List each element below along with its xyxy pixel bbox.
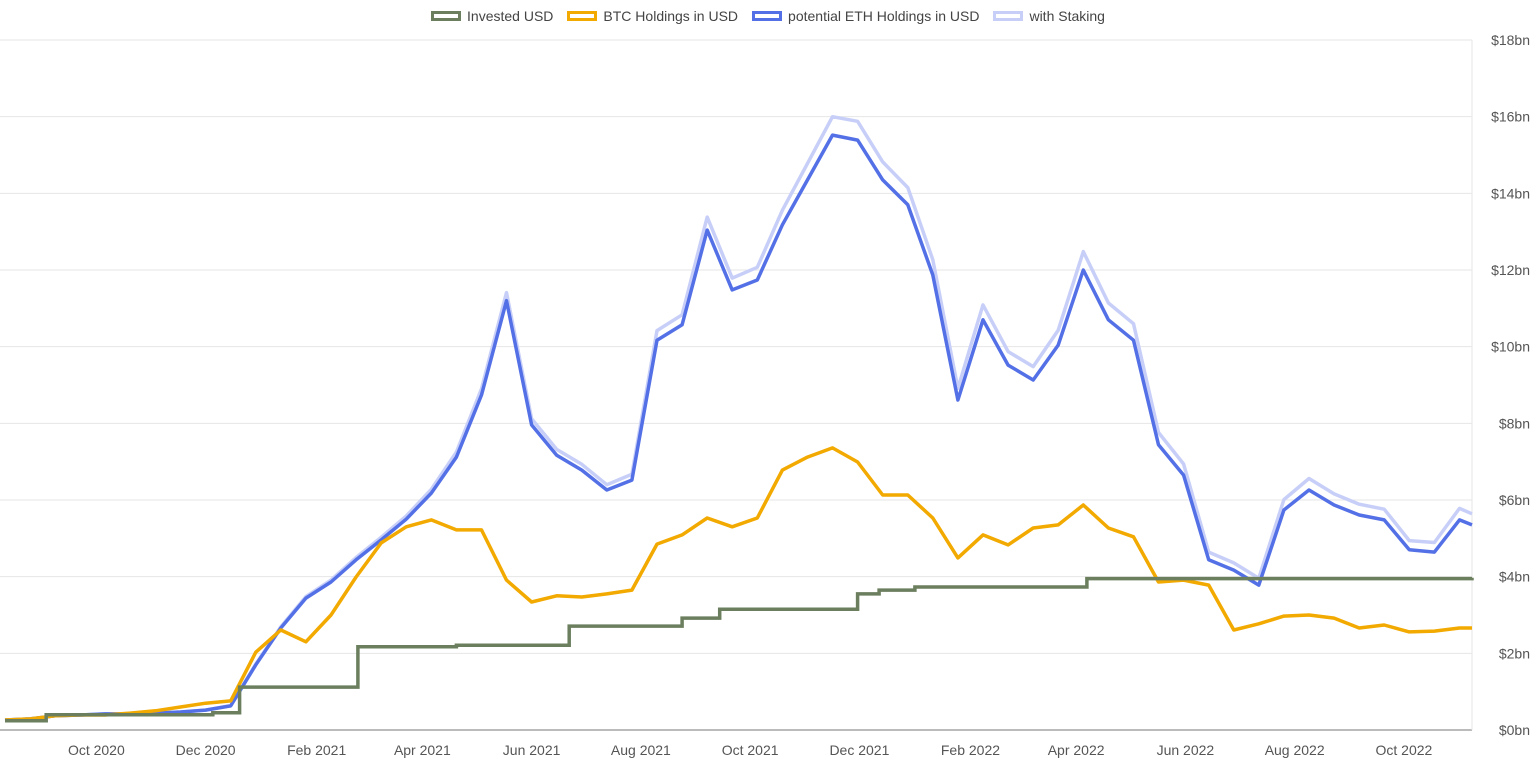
x-tick-label: Feb 2021 bbox=[287, 742, 346, 758]
legend-swatch bbox=[993, 11, 1024, 21]
y-tick-label: $12bn bbox=[1491, 262, 1530, 278]
legend-item-btc[interactable]: BTC Holdings in USD bbox=[567, 8, 738, 24]
x-tick-label: Apr 2021 bbox=[394, 742, 451, 758]
legend-item-invested[interactable]: Invested USD bbox=[431, 8, 553, 24]
legend-item-staking[interactable]: with Staking bbox=[993, 8, 1105, 24]
legend-label: with Staking bbox=[1029, 8, 1105, 24]
y-tick-label: $16bn bbox=[1491, 109, 1530, 125]
y-tick-label: $10bn bbox=[1491, 339, 1530, 355]
x-tick-label: Apr 2022 bbox=[1048, 742, 1105, 758]
staking-line bbox=[4, 114, 1473, 722]
x-tick-label: Dec 2020 bbox=[176, 742, 236, 758]
y-tick-label: $18bn bbox=[1491, 32, 1530, 48]
y-tick-label: $8bn bbox=[1499, 415, 1530, 431]
chart-legend: Invested USD BTC Holdings in USD potenti… bbox=[0, 8, 1536, 24]
x-tick-label: Jun 2021 bbox=[503, 742, 561, 758]
x-tick-label: Oct 2020 bbox=[68, 742, 125, 758]
invested-line bbox=[5, 576, 1474, 723]
x-tick-label: Oct 2022 bbox=[1376, 742, 1433, 758]
x-tick-label: Oct 2021 bbox=[722, 742, 779, 758]
y-tick-label: $2bn bbox=[1499, 645, 1530, 661]
x-tick-label: Aug 2021 bbox=[611, 742, 671, 758]
x-tick-label: Aug 2022 bbox=[1265, 742, 1325, 758]
btc-line bbox=[4, 446, 1472, 722]
x-tick-label: Jun 2022 bbox=[1157, 742, 1215, 758]
legend-item-eth[interactable]: potential ETH Holdings in USD bbox=[752, 8, 979, 24]
y-tick-label: $14bn bbox=[1491, 185, 1530, 201]
legend-label: BTC Holdings in USD bbox=[603, 8, 739, 24]
y-tick-label: $0bn bbox=[1499, 722, 1530, 738]
y-tick-label: $4bn bbox=[1499, 569, 1530, 585]
y-tick-label: $6bn bbox=[1499, 492, 1530, 508]
eth-line bbox=[4, 133, 1473, 722]
legend-swatch bbox=[567, 11, 598, 21]
legend-swatch bbox=[752, 11, 783, 21]
x-tick-label: Dec 2021 bbox=[829, 742, 889, 758]
x-tick-label: Feb 2022 bbox=[941, 742, 1000, 758]
legend-label: potential ETH Holdings in USD bbox=[788, 8, 980, 24]
legend-label: Invested USD bbox=[467, 8, 554, 24]
legend-swatch bbox=[431, 11, 462, 21]
